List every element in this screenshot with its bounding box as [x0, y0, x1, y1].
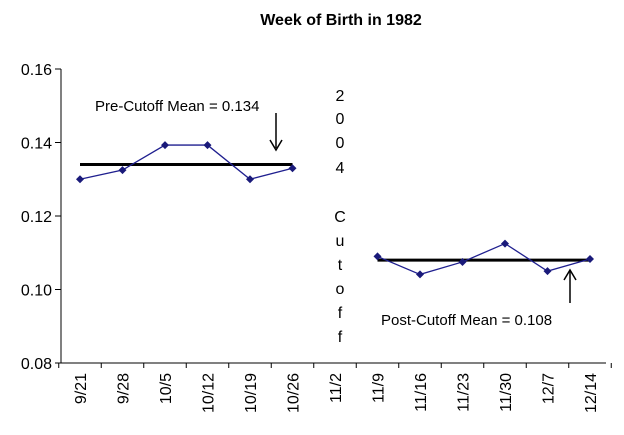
- x-tick-label: 10/26: [286, 373, 303, 413]
- data-point: [501, 239, 509, 248]
- post-cutoff-label: Post-Cutoff Mean = 0.108: [381, 312, 552, 329]
- cutoff-letter: f: [338, 305, 343, 322]
- x-tick-label: 11/9: [371, 373, 388, 403]
- x-tick-label: 12/14: [583, 373, 600, 413]
- cutoff-letter: C: [334, 209, 346, 226]
- y-tick-label: 0.12: [21, 209, 52, 226]
- x-tick-label: 9/28: [116, 373, 133, 404]
- cutoff-letter: 0: [336, 111, 345, 128]
- data-point: [458, 257, 467, 266]
- data-point: [118, 166, 127, 175]
- data-point: [246, 175, 254, 184]
- chart-title: Week of Birth in 1982: [260, 12, 422, 29]
- data-point: [76, 175, 84, 184]
- cutoff-letter: 4: [336, 160, 345, 177]
- x-tick-label: 11/23: [456, 373, 473, 412]
- cutoff-letter: f: [338, 329, 343, 346]
- series-line: [377, 242, 591, 276]
- y-tick-label: 0.08: [21, 356, 52, 373]
- y-ticks: 0.08 0.10 0.12 0.14 0.16: [21, 62, 61, 373]
- x-tick-label: 10/19: [243, 373, 260, 413]
- x-tick-label: 10/5: [158, 373, 175, 404]
- series-group: [76, 141, 594, 279]
- cutoff-letter: t: [338, 257, 343, 274]
- x-tick-label: 11/16: [413, 373, 430, 412]
- y-tick-label: 0.16: [21, 62, 52, 79]
- data-point: [543, 267, 552, 276]
- x-ticks: 9/21 9/28 10/5 10/12 10/19 10/26 11/2 11/9 11/16…: [58, 363, 612, 413]
- x-tick-label: 11/30: [498, 373, 515, 412]
- cutoff-letter: 0: [336, 135, 345, 152]
- data-point: [161, 141, 169, 150]
- x-tick-label: 9/21: [73, 373, 90, 404]
- cutoff-letter: 2: [336, 88, 345, 105]
- cutoff-letter: u: [336, 233, 345, 250]
- pre-cutoff-label: Pre-Cutoff Mean = 0.134: [95, 98, 259, 115]
- x-tick-label: 10/12: [201, 373, 218, 413]
- data-point: [586, 254, 594, 263]
- x-tick-label: 11/2: [328, 373, 345, 403]
- y-tick-label: 0.10: [21, 283, 52, 300]
- cutoff-letter: o: [336, 281, 345, 298]
- data-point: [416, 270, 424, 279]
- data-point: [203, 141, 212, 150]
- data-point: [373, 252, 382, 261]
- post-cutoff-arrow: [563, 268, 577, 303]
- mean-lines: [80, 163, 590, 262]
- series-line: [79, 144, 293, 180]
- data-point: [288, 164, 297, 173]
- pre-cutoff-arrow: [269, 113, 283, 152]
- x-tick-label: 12/7: [541, 373, 558, 404]
- y-tick-label: 0.14: [21, 136, 52, 153]
